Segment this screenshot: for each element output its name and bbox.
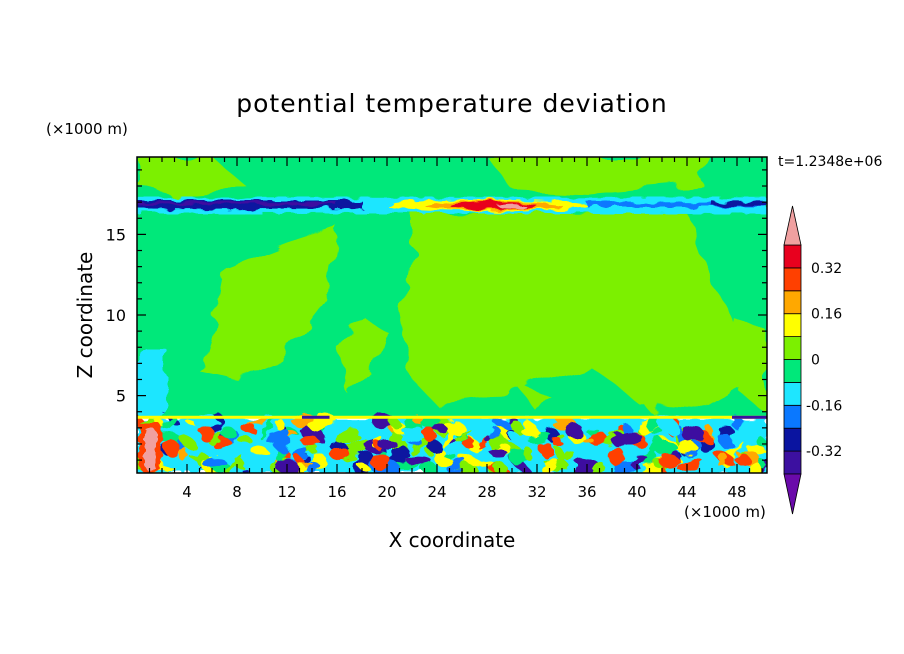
colorbar-tick-label: -0.32 — [806, 444, 842, 460]
y-unit-label: (×1000 m) — [46, 120, 128, 138]
x-tick-group: 4 8 12 16 20 24 28 32 36 40 44 48 — [148, 157, 763, 501]
colorbar-box — [783, 336, 802, 360]
x-tick-label: 44 — [677, 483, 696, 501]
x-tick-label: 8 — [232, 483, 242, 501]
colorbar-box — [783, 404, 802, 429]
field-boundary-layer — [137, 412, 767, 473]
colorbar: 0.32 0.16 0 -0.16 -0.32 — [783, 205, 842, 515]
field-contour-blob — [199, 226, 337, 380]
x-tick-label: 24 — [427, 483, 446, 501]
colorbar-top-extend — [783, 205, 802, 246]
field-contour-blob — [487, 157, 712, 193]
x-tick-label: 32 — [527, 483, 546, 501]
field-contour-blob — [137, 344, 165, 419]
x-unit-label: (×1000 m) — [684, 503, 766, 521]
field-midlayer — [137, 157, 767, 419]
field-contour-blob — [637, 387, 675, 412]
colorbar-bottom-extend — [783, 473, 802, 515]
time-label: t=1.2348e+06 — [778, 154, 882, 170]
field-inversion-line — [302, 415, 330, 419]
colorbar-tick-label: 0 — [811, 353, 820, 369]
colorbar-tick-label: 0.32 — [811, 261, 842, 277]
y-tick-label: 10 — [106, 306, 126, 325]
field-contour-blob — [730, 315, 767, 412]
field-upper-band — [137, 197, 767, 214]
field-contour-blob — [399, 211, 762, 409]
colorbar-box — [783, 381, 802, 406]
y-tick-group: 5 10 15 — [106, 169, 767, 461]
x-tick-label: 12 — [277, 483, 296, 501]
colorbar-box — [783, 427, 802, 452]
colorbar-tick-label: 0.16 — [811, 307, 842, 323]
field-inversion-line — [732, 415, 767, 419]
x-tick-label: 28 — [477, 483, 496, 501]
colorbar-box — [783, 359, 802, 383]
x-tick-label: 40 — [627, 483, 646, 501]
field-contour-blob — [337, 315, 387, 396]
colorbar-box — [783, 290, 802, 315]
colorbar-box — [783, 450, 802, 475]
x-tick-label: 16 — [327, 483, 346, 501]
field-inversion-line — [137, 415, 767, 419]
y-axis-label: Z coordinate — [73, 252, 97, 379]
y-tick-label: 5 — [116, 387, 126, 406]
colorbar-tick-label: -0.16 — [806, 398, 842, 414]
heatmap-field — [137, 157, 767, 473]
x-tick-label: 20 — [377, 483, 396, 501]
field-contour-blob — [137, 157, 250, 196]
colorbar-box — [783, 244, 802, 269]
x-tick-label: 36 — [577, 483, 596, 501]
x-tick-label: 4 — [182, 483, 192, 501]
x-axis-label: X coordinate — [389, 528, 516, 552]
colorbar-box — [783, 313, 802, 338]
y-tick-label: 15 — [106, 225, 126, 244]
chart-title: potential temperature deviation — [236, 89, 667, 118]
x-tick-label: 48 — [727, 483, 746, 501]
field-contour-blob — [512, 379, 550, 412]
colorbar-box — [783, 267, 802, 292]
